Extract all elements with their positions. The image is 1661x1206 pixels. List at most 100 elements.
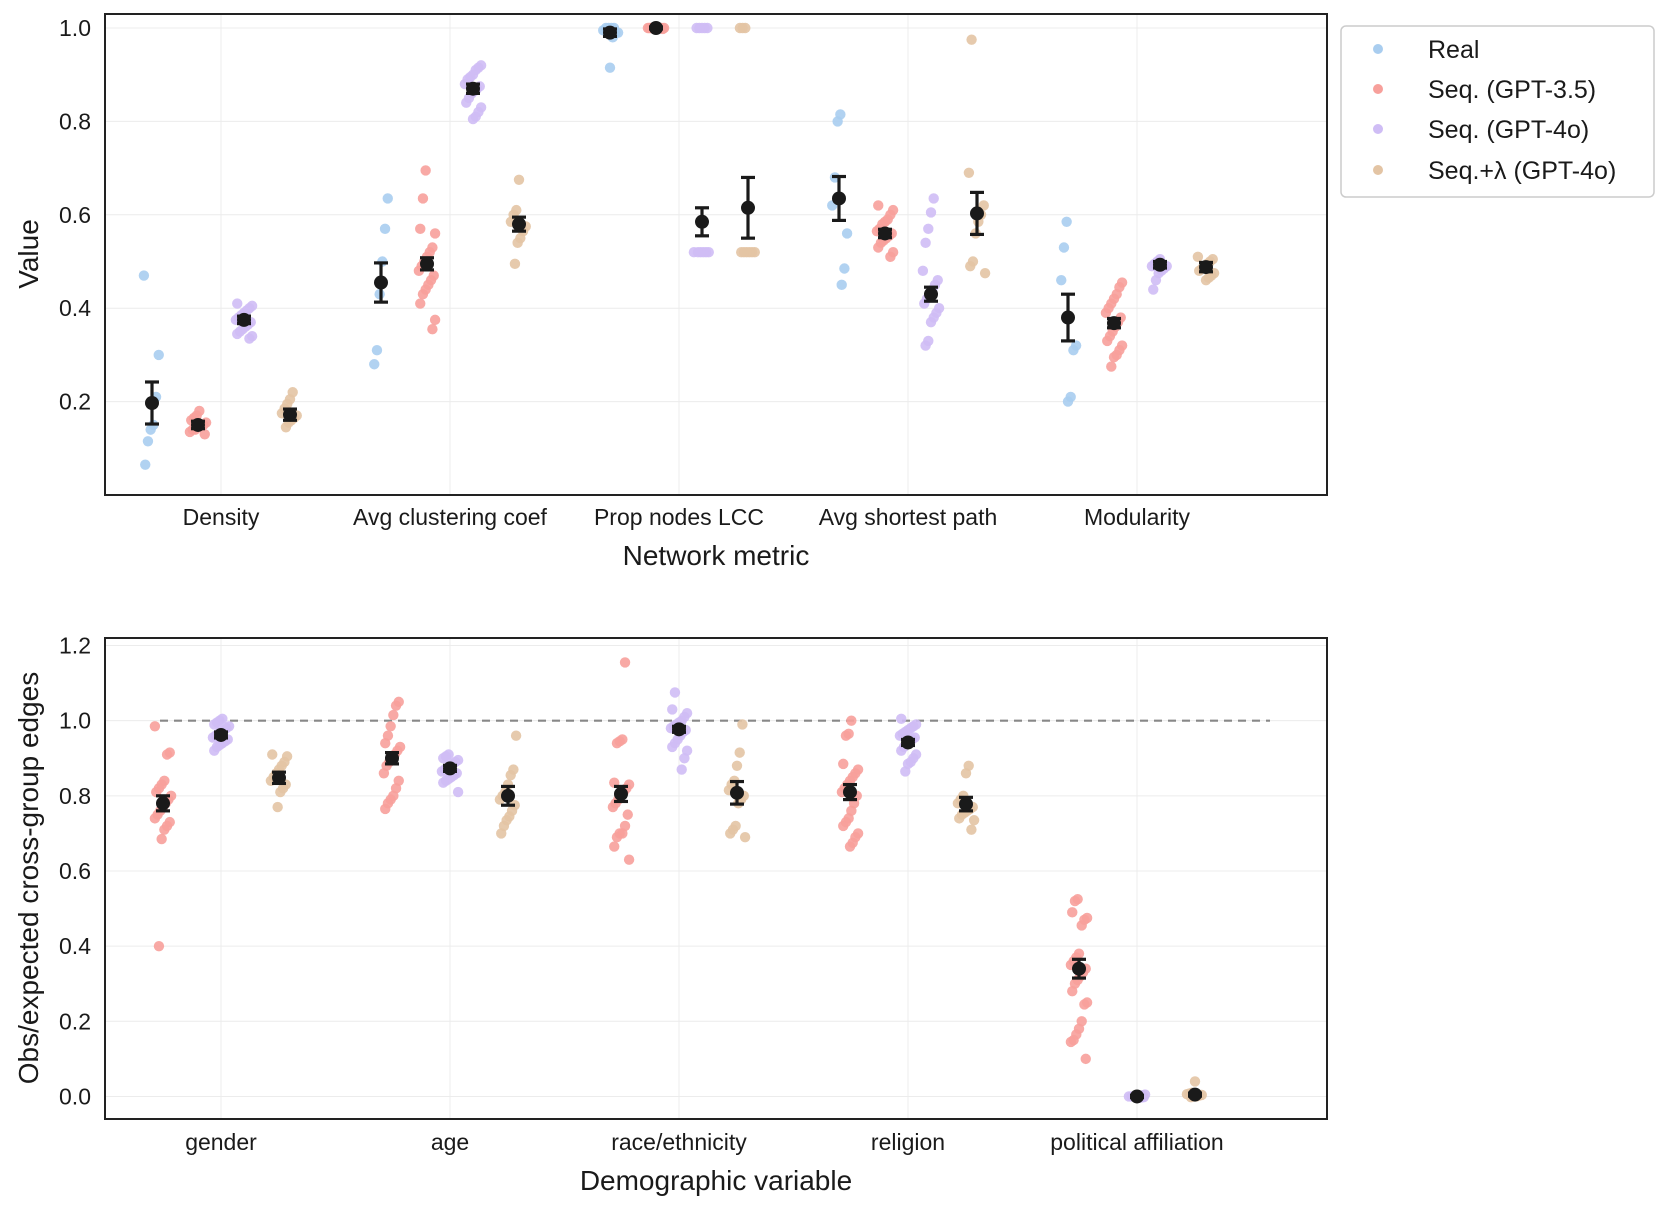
point-real-avg-clustering-coef (369, 359, 380, 370)
point-seq-gpt-4o-age (496, 828, 507, 839)
point-seq-gpt-4o-race-ethnicity (676, 764, 687, 775)
legend: Real Seq. (GPT-3.5) Seq. (GPT-4o) Seq.+λ… (1340, 25, 1655, 198)
mean-marker-seq-gpt-3-5-gender (156, 796, 170, 811)
mean-marker-seq-gpt-4o-gender (272, 770, 286, 785)
point-seq-gpt-3-5-avg-clustering-coef (417, 193, 429, 204)
point-seq-gpt-4o-avg-shortest-path (979, 267, 991, 279)
point-seq-gpt-4o-race-ethnicity (667, 741, 678, 753)
point-seq-gpt-3-5-race-ethnicity (609, 841, 620, 852)
top-y-tick-label: 0.6 (59, 202, 91, 228)
mean-marker-seq-gpt-3-5-race-ethnicity (614, 786, 628, 801)
top-error-bars (145, 21, 1213, 432)
point-seq-gpt-3-5-age (390, 700, 402, 711)
point-real-modularity (1062, 396, 1074, 407)
point-seq-gpt-3-5-avg-clustering-coef (427, 324, 438, 335)
point-seq-gpt-4o-race-ethnicity (734, 747, 745, 758)
point-seq-gpt-4o-age (452, 786, 464, 798)
point-seq-gpt-3-5-avg-clustering-coef (415, 223, 426, 235)
legend-box (1340, 25, 1655, 198)
point-seq-gpt-4o-religion (968, 815, 980, 826)
point-seq-gpt-4o-race-ethnicity (725, 828, 736, 839)
point-seq-gpt-3-5-race-ethnicity (611, 738, 623, 749)
mean-marker-seq-gpt-4o-avg-shortest-path (924, 287, 938, 302)
point-seq-gpt-3-5-political-affiliation (1080, 1053, 1091, 1065)
bot-y-tick-label: 0.0 (59, 1083, 91, 1109)
point-seq-gpt-4o-prop-nodes-lcc (734, 22, 746, 34)
point-real-modularity (1061, 216, 1072, 228)
mean-marker-seq-gpt-4o-avg-clustering-coef (466, 81, 480, 96)
point-seq-gpt-4o-avg-shortest-path (920, 340, 931, 351)
top-x-tick-modularity: Modularity (1084, 504, 1191, 530)
mean-marker-seq-gpt-4o-density (237, 312, 251, 327)
mean-marker-seq-gpt-4o-prop-nodes-lcc (695, 214, 709, 229)
mean-marker-seq-gpt-4o-political-affiliation (1188, 1087, 1202, 1102)
point-seq-gpt-4o-avg-shortest-path (917, 265, 929, 277)
point-seq-gpt-3-5-race-ethnicity (623, 854, 635, 865)
point-seq-gpt-3-5-avg-clustering-coef (417, 288, 429, 300)
point-real-modularity (1068, 345, 1079, 356)
bot-x-tick-age: age (431, 1129, 469, 1155)
point-seq-gpt-4o-avg-clustering-coef (467, 113, 479, 125)
mean-marker-seq-gpt-3-5-avg-clustering-coef (420, 256, 434, 271)
point-real-avg-clustering-coef (382, 193, 393, 204)
point-seq-gpt-3-5-gender (153, 940, 165, 952)
point-seq-gpt-3-5-gender (149, 721, 161, 732)
bottom-error-bars (156, 722, 1202, 1104)
point-seq-gpt-3-5-gender (156, 833, 167, 845)
point-seq-gpt-4o-prop-nodes-lcc (691, 22, 702, 34)
bot-x-tick-race-ethnicity: race/ethnicity (611, 1129, 747, 1155)
legend-marker-gpt35 (1373, 84, 1383, 94)
mean-marker-seq-gpt-3-5-age (385, 751, 399, 766)
top-x-tick-prop-nodes-lcc: Prop nodes LCC (594, 504, 764, 530)
point-seq-gpt-3-5-avg-clustering-coef (413, 265, 425, 277)
mean-marker-seq-gpt-4o-religion (959, 797, 973, 812)
point-seq-gpt-3-5-political-affiliation (1076, 920, 1087, 931)
mean-marker-seq-gpt-3-5-modularity (1107, 316, 1121, 331)
point-seq-gpt-4o-age (438, 753, 449, 764)
point-seq-gpt-4o-avg-clustering-coef (513, 174, 525, 185)
top-y-tick-label: 0.8 (59, 108, 91, 134)
top-panel: 0.2 0.4 0.6 0.8 1.0 Density Avg clustering co… (13, 13, 1328, 571)
point-seq-gpt-4o-prop-nodes-lcc (692, 246, 704, 258)
bot-x-tick-gender: gender (185, 1129, 257, 1155)
point-seq-gpt-3-5-religion (846, 715, 857, 726)
point-seq-gpt-4o-avg-clustering-coef (461, 97, 472, 108)
point-seq-gpt-4o-modularity (1192, 251, 1204, 263)
mean-marker-seq-gpt-4o-avg-shortest-path (970, 206, 984, 221)
point-real-density (153, 349, 164, 361)
point-seq-gpt-3-5-age (378, 768, 390, 779)
point-seq-gpt-4o-modularity (1200, 274, 1212, 286)
point-seq-gpt-3-5-gender (159, 824, 170, 835)
point-seq-gpt-3-5-race-ethnicity (611, 831, 623, 843)
point-seq-gpt-3-5-religion (844, 841, 856, 852)
point-seq-gpt-4o-religion (954, 813, 965, 824)
top-axes-frame (104, 13, 1328, 496)
point-seq-gpt-3-5-avg-clustering-coef (429, 228, 441, 239)
point-seq-gpt-4o-gender (209, 719, 220, 730)
mean-marker-seq-gpt-4o-political-affiliation (1130, 1089, 1144, 1104)
top-x-tick-density: Density (183, 504, 260, 530)
mean-marker-seq-gpt-4o-age (501, 788, 515, 803)
point-seq-gpt-4o-avg-shortest-path (925, 207, 937, 218)
bot-y-tick-label: 0.8 (59, 783, 91, 809)
point-seq-gpt-4o-gender (275, 786, 286, 798)
top-plot-area (105, 14, 1327, 495)
top-y-tick-label: 0.4 (59, 295, 91, 321)
mean-marker-seq-gpt-4o-prop-nodes-lcc (741, 200, 755, 215)
point-real-avg-shortest-path (836, 279, 847, 291)
point-seq-gpt-4o-age (438, 777, 449, 788)
mean-marker-seq-gpt-4o-modularity (1199, 260, 1213, 275)
point-seq-gpt-4o-race-ethnicity (731, 760, 743, 771)
point-seq-gpt-4o-avg-shortest-path (963, 167, 975, 178)
point-seq-gpt-3-5-religion (840, 730, 852, 741)
point-seq-gpt-3-5-gender (161, 749, 173, 760)
point-seq-gpt-4o-density (232, 298, 243, 309)
mean-marker-seq-gpt-4o-modularity (1153, 257, 1167, 272)
top-x-tick-avg-clustering-coef: Avg clustering coef (353, 504, 548, 530)
point-seq-gpt-4o-modularity (1150, 274, 1162, 286)
mean-marker-seq-gpt-4o-density (283, 407, 297, 422)
point-real-avg-shortest-path (839, 263, 850, 274)
point-real-modularity (1056, 274, 1067, 286)
top-x-tick-avg-shortest-path: Avg shortest path (819, 504, 998, 530)
